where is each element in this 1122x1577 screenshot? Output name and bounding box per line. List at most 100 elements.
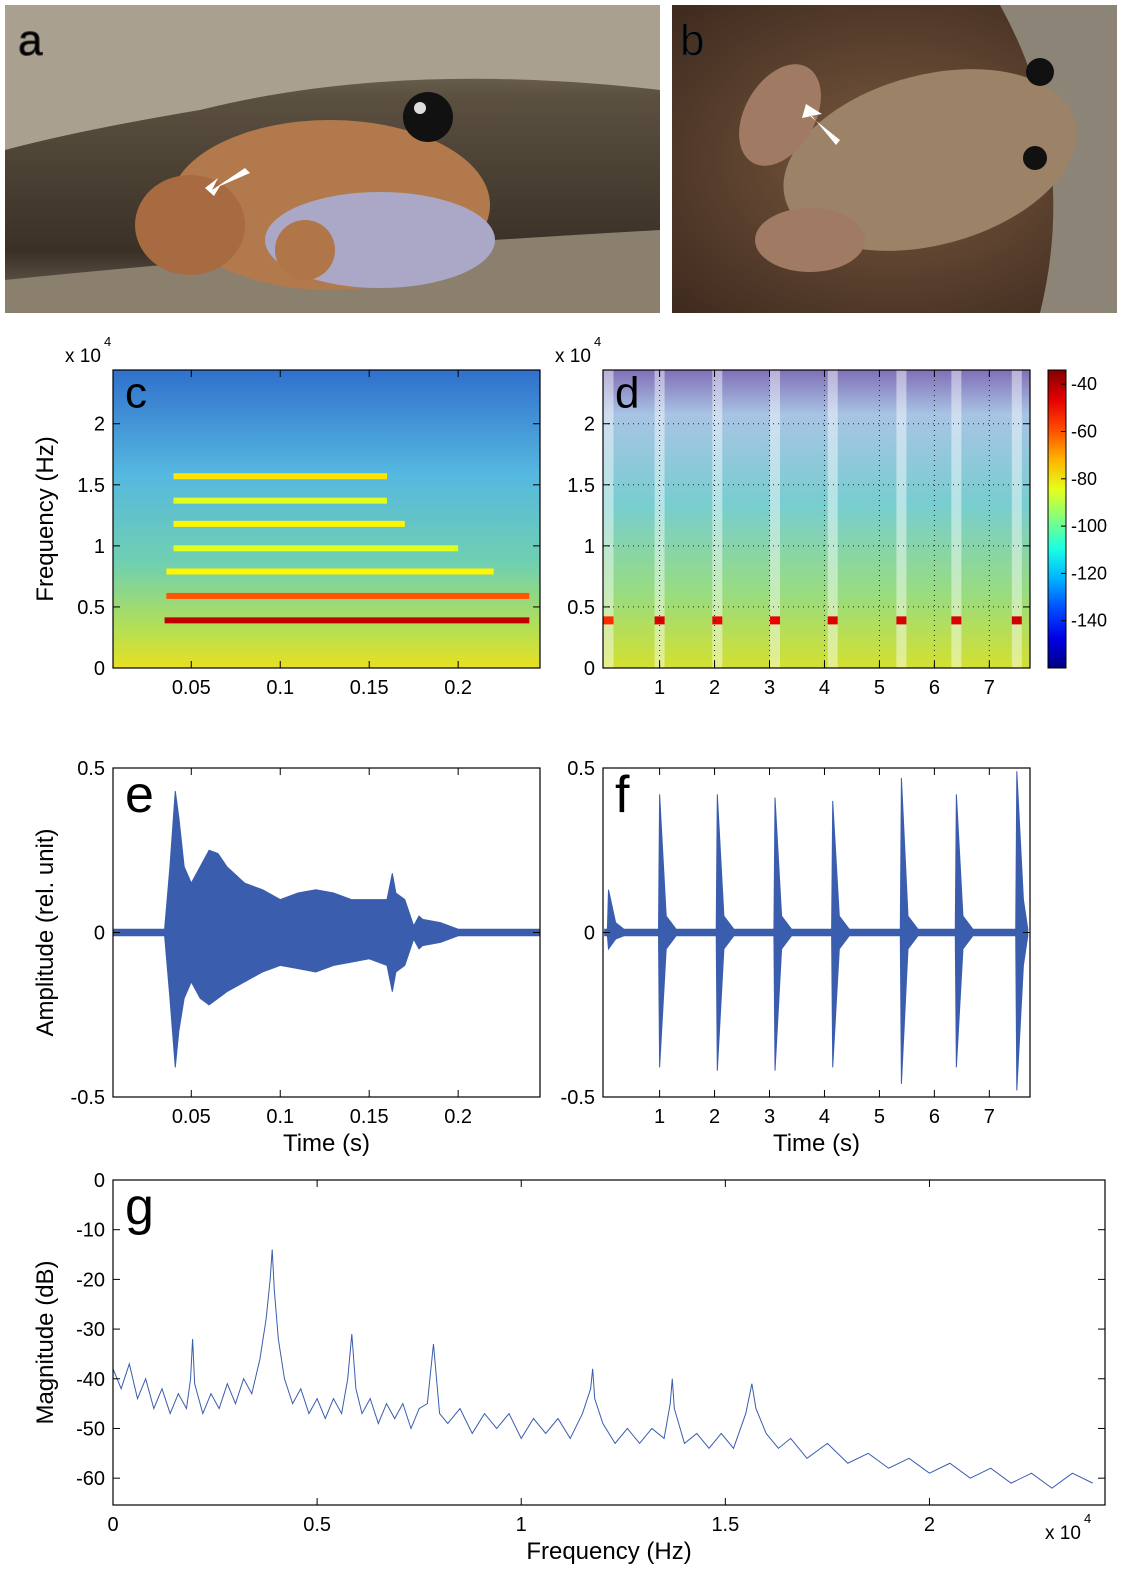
panel-label: c xyxy=(125,368,147,417)
y-tick-label: -20 xyxy=(76,1269,105,1291)
call-stripe xyxy=(603,370,614,668)
axis-multiplier-power: 4 xyxy=(594,334,601,349)
arrow xyxy=(802,104,840,145)
waveform-envelope xyxy=(112,932,541,1068)
x-tick-label: 0.2 xyxy=(444,1106,472,1128)
x-tick-label: 2 xyxy=(709,1106,720,1128)
call xyxy=(827,616,838,625)
y-tick-label: -30 xyxy=(76,1319,105,1341)
x-tick-label: 0.05 xyxy=(172,1106,211,1128)
y-tick-label: 2 xyxy=(94,414,105,436)
x-tick-label: 0 xyxy=(107,1514,118,1536)
y-tick-label: 0 xyxy=(94,658,105,680)
x-tick-label: 0.15 xyxy=(350,677,389,699)
waveform-envelope xyxy=(112,790,541,933)
y-tick-label: 1 xyxy=(584,536,595,558)
x-tick-label: 7 xyxy=(984,1106,995,1128)
x-tick-label: 7 xyxy=(984,677,995,699)
x-tick-label: 0.5 xyxy=(303,1514,331,1536)
x-axis-label: Frequency (Hz) xyxy=(526,1538,691,1565)
x-tick-label: 4 xyxy=(819,1106,830,1128)
call xyxy=(770,616,781,625)
frog-body xyxy=(783,69,1077,251)
y-tick-label: 0 xyxy=(584,923,595,945)
call xyxy=(951,616,962,625)
axis-multiplier: x 10 xyxy=(65,346,101,367)
y-tick-label: 1.5 xyxy=(567,475,595,497)
call-stripe xyxy=(951,370,962,668)
y-axis-label: Magnitude (dB) xyxy=(32,1260,59,1424)
y-tick-label: 0.5 xyxy=(567,758,595,780)
x-tick-label: 0.1 xyxy=(266,1106,294,1128)
x-axis-label: Time (s) xyxy=(283,1130,370,1157)
y-tick-label: 0 xyxy=(584,658,595,680)
harmonic xyxy=(164,617,530,624)
x-tick-label: 5 xyxy=(874,1106,885,1128)
panel-label: d xyxy=(615,368,639,417)
y-tick-label: -50 xyxy=(76,1418,105,1440)
y-tick-label: 0 xyxy=(94,1170,105,1192)
x-tick-label: 0.15 xyxy=(350,1106,389,1128)
y-tick-label: 1 xyxy=(94,536,105,558)
frog-arm xyxy=(275,220,335,280)
call xyxy=(712,616,723,625)
arrow xyxy=(205,168,250,196)
call-stripe xyxy=(770,370,781,668)
harmonic xyxy=(173,473,387,480)
spectrum-line xyxy=(112,1249,1093,1489)
axis-multiplier-power: 4 xyxy=(1084,1511,1091,1526)
y-axis-label: Amplitude (rel. unit) xyxy=(32,828,59,1036)
x-tick-label: 6 xyxy=(929,1106,940,1128)
x-tick-label: 6 xyxy=(929,677,940,699)
call-stripe xyxy=(827,370,838,668)
x-tick-label: 1 xyxy=(654,1106,665,1128)
colorbar xyxy=(1047,369,1067,669)
rock xyxy=(5,5,660,150)
frog-leg xyxy=(135,175,245,275)
panel-label: b xyxy=(680,16,704,65)
spectrogram-background xyxy=(603,370,1030,668)
harmonic xyxy=(166,568,494,575)
frog-leg xyxy=(739,64,821,166)
y-tick-label: 1.5 xyxy=(77,475,105,497)
axis-multiplier: x 10 xyxy=(1045,1523,1081,1544)
x-tick-label: 1 xyxy=(516,1514,527,1536)
x-tick-label: 0.05 xyxy=(172,677,211,699)
x-tick-label: 4 xyxy=(819,677,830,699)
x-tick-label: 3 xyxy=(764,1106,775,1128)
colorbar-tick-label: -60 xyxy=(1071,421,1097,441)
colorbar-tick-label: -100 xyxy=(1071,516,1107,536)
frog-eye xyxy=(1023,146,1047,170)
colorbar-tick-label: -120 xyxy=(1071,563,1107,583)
call xyxy=(1011,616,1022,625)
y-tick-label: -60 xyxy=(76,1468,105,1490)
y-tick-label: 0 xyxy=(94,923,105,945)
call-stripe xyxy=(654,370,665,668)
harmonic xyxy=(173,520,405,527)
x-tick-label: 1 xyxy=(654,677,665,699)
call xyxy=(896,616,907,625)
y-tick-label: 0.5 xyxy=(567,597,595,619)
y-axis-label: Frequency (Hz) xyxy=(32,436,59,601)
harmonic xyxy=(166,592,530,599)
y-tick-label: -10 xyxy=(76,1220,105,1242)
x-tick-label: 5 xyxy=(874,677,885,699)
photo-b: b xyxy=(672,5,1117,313)
call-stripe xyxy=(896,370,907,668)
waveform-envelope xyxy=(604,932,1029,1091)
harmonic xyxy=(173,497,387,504)
eye-highlight xyxy=(414,102,426,114)
panel-label: g xyxy=(125,1178,154,1236)
y-tick-label: -0.5 xyxy=(561,1087,595,1109)
x-tick-label: 2 xyxy=(709,677,720,699)
frog-eye xyxy=(1026,58,1054,86)
x-tick-label: 3 xyxy=(764,677,775,699)
plot-frame xyxy=(602,369,1031,669)
y-tick-label: -0.5 xyxy=(71,1087,105,1109)
axis-multiplier-power: 4 xyxy=(104,334,111,349)
y-tick-label: 0.5 xyxy=(77,758,105,780)
y-tick-label: 0.5 xyxy=(77,597,105,619)
call-stripe xyxy=(712,370,723,668)
